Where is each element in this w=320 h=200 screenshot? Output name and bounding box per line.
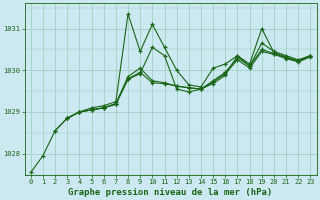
X-axis label: Graphe pression niveau de la mer (hPa): Graphe pression niveau de la mer (hPa) [68,188,273,197]
